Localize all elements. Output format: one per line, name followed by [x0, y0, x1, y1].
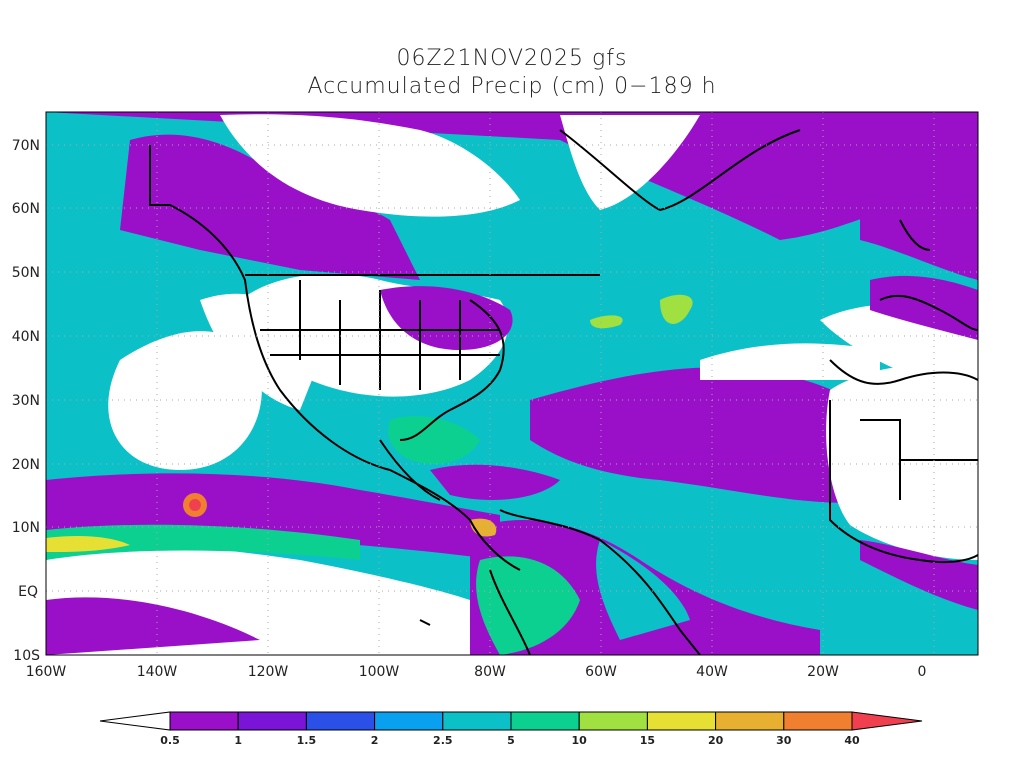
- map-frame: [45, 111, 979, 656]
- colorbar-label: 2.5: [433, 734, 453, 747]
- colorbar-label: 1.5: [297, 734, 317, 747]
- colorbar-label: 20: [708, 734, 724, 747]
- lat-label: 10S: [13, 648, 40, 664]
- lat-label: 60N: [12, 201, 40, 217]
- lon-labels: 160W 140W 120W 100W 80W 60W 40W 20W 0: [26, 664, 927, 680]
- lon-label: 80W: [474, 664, 506, 680]
- coastlines: [149, 129, 978, 655]
- colorbar-segment: [510, 711, 580, 731]
- colorbar-label: 15: [640, 734, 655, 747]
- colorbar-label: 40: [844, 734, 860, 747]
- colorbar-segment: [646, 711, 717, 731]
- colorbar-label: 10: [572, 734, 588, 747]
- lon-label: 0: [918, 664, 927, 680]
- lon-label: 20W: [807, 664, 839, 680]
- precip-field: [46, 112, 978, 655]
- chart-title-line2: Accumulated Precip (cm) 0−189 h: [307, 74, 717, 99]
- lat-label: 50N: [12, 265, 40, 281]
- colorbar-label: 1: [234, 734, 242, 747]
- lat-label: 40N: [12, 329, 40, 345]
- lon-label: 160W: [26, 664, 67, 680]
- colorbar-segment: [99, 711, 171, 731]
- lat-labels: 70N 60N 50N 40N 30N 20N 10N EQ 10S: [12, 138, 40, 664]
- colorbar-segment: [442, 711, 512, 731]
- lat-label: 70N: [12, 138, 40, 154]
- colorbar-label: 0.5: [160, 734, 180, 747]
- colorbar-label: 5: [507, 734, 515, 747]
- colorbar-segment: [305, 711, 376, 731]
- lat-label: 30N: [12, 393, 40, 409]
- lon-label: 120W: [248, 664, 289, 680]
- colorbar-label: 30: [776, 734, 792, 747]
- grid-lines: [46, 112, 978, 655]
- colorbar: 0.5 1 1.5 2 2.5 5 10 15 20 30 40: [99, 711, 923, 747]
- colorbar-segment: [783, 711, 853, 731]
- chart-title-line1: 06Z21NOV2025 gfs: [396, 46, 628, 71]
- lat-label: 20N: [12, 457, 40, 473]
- colorbar-label: 2: [371, 734, 379, 747]
- colorbar-segment: [578, 711, 648, 731]
- lon-label: 60W: [585, 664, 617, 680]
- colorbar-segment: [374, 711, 444, 731]
- colorbar-segment: [237, 711, 307, 731]
- lat-label: 10N: [12, 520, 40, 536]
- colorbar-segment: [715, 711, 785, 731]
- lat-label: EQ: [18, 584, 38, 600]
- lon-label: 100W: [359, 664, 400, 680]
- lon-label: 140W: [137, 664, 178, 680]
- colorbar-segment: [169, 711, 239, 731]
- colorbar-segment: [851, 711, 923, 731]
- lon-label: 40W: [696, 664, 728, 680]
